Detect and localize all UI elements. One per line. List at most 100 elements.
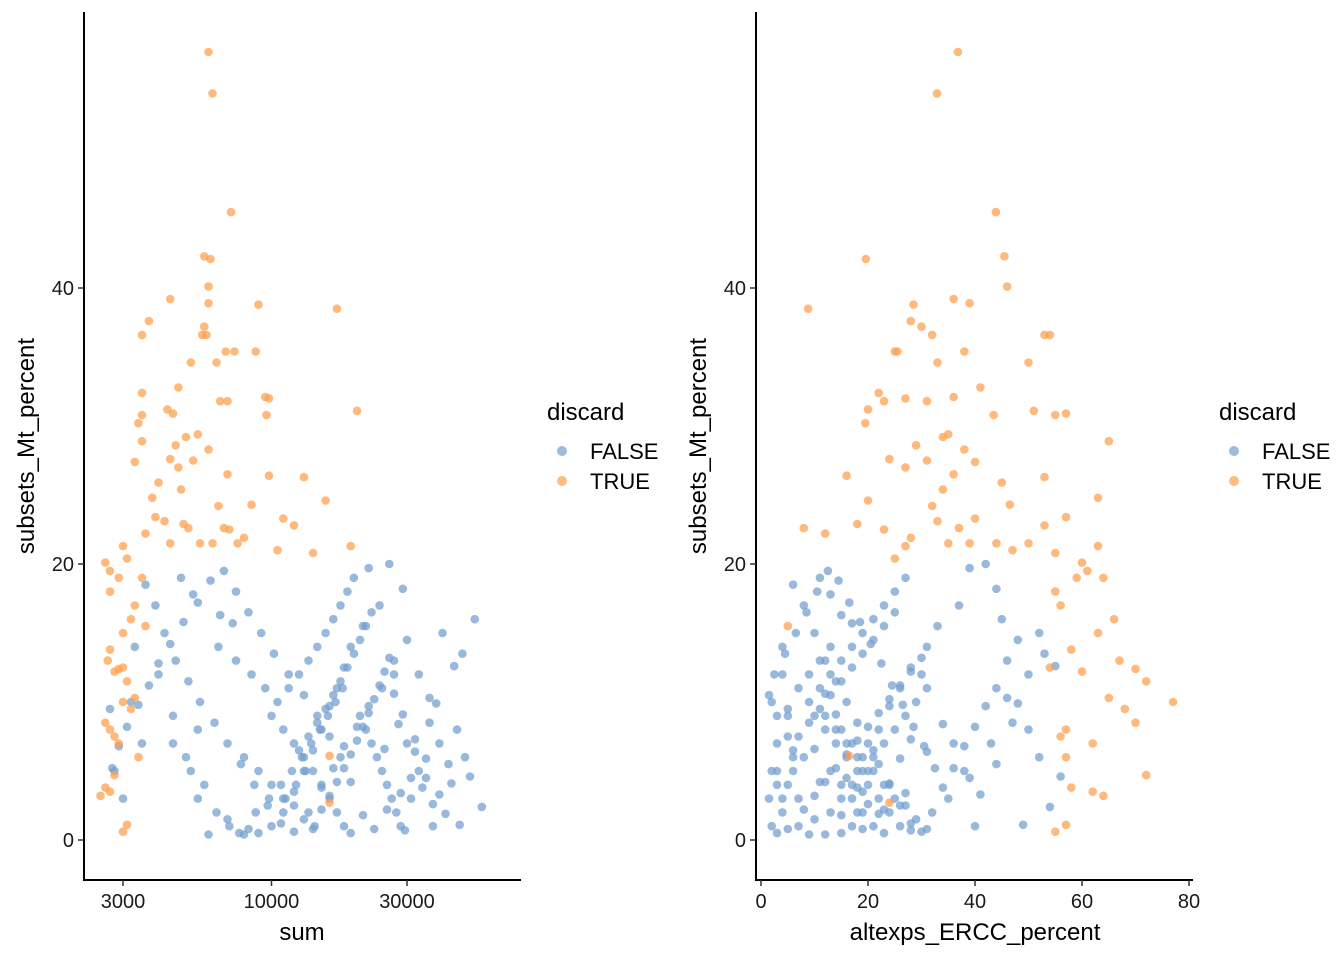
- left-point-false: [137, 739, 147, 748]
- left-point-false: [402, 739, 412, 748]
- left-point-false: [210, 718, 219, 727]
- right-point-false: [837, 677, 846, 686]
- left-point-false: [223, 739, 232, 748]
- left-point-true: [134, 418, 143, 428]
- left-point-true: [114, 739, 124, 748]
- right-point-true: [853, 519, 862, 529]
- left-legend-false-key: [557, 446, 567, 456]
- left-point-false: [289, 787, 299, 796]
- right-point-true: [863, 405, 873, 414]
- left-point-true: [137, 410, 147, 420]
- left-point-false: [181, 752, 191, 762]
- right-point-true: [933, 516, 942, 526]
- right-legend-false-key: [1229, 446, 1239, 456]
- right-point-false: [906, 826, 916, 835]
- left-point-true: [122, 820, 132, 830]
- right-point-true: [890, 554, 900, 563]
- right-point-false: [826, 808, 835, 817]
- left-point-false: [154, 670, 163, 679]
- left-point-true: [204, 47, 213, 57]
- left-point-false: [406, 773, 416, 783]
- left-point-false: [367, 739, 376, 748]
- right-point-true: [906, 533, 916, 543]
- right-point-false: [986, 739, 996, 748]
- right-point-false: [922, 683, 932, 693]
- right-point-true: [1067, 645, 1076, 654]
- left-point-false: [130, 642, 140, 652]
- left-point-false: [118, 794, 128, 803]
- right-point-true: [922, 396, 932, 406]
- right-point-false: [863, 799, 873, 809]
- left-point-false: [372, 752, 382, 762]
- left-point-true: [147, 493, 157, 503]
- right-point-true: [938, 485, 948, 494]
- right-point-false: [804, 697, 814, 707]
- left-point-false: [414, 766, 424, 776]
- right-point-false: [834, 576, 843, 585]
- left-point-true: [105, 645, 115, 654]
- left-point-false: [447, 779, 456, 788]
- left-legend: discard FALSE TRUE: [547, 399, 658, 494]
- left-point-false: [421, 773, 431, 783]
- right-point-true: [1104, 693, 1114, 703]
- left-point-false: [352, 736, 362, 745]
- left-point-true: [251, 347, 260, 356]
- right-point-false: [831, 710, 841, 719]
- right-point-false: [922, 824, 932, 834]
- left-point-false: [284, 670, 294, 679]
- left-point-false: [385, 559, 394, 569]
- left-point-false: [306, 739, 316, 748]
- right-point-false: [1056, 772, 1065, 781]
- right-point-false: [826, 670, 835, 679]
- right-point-true: [1141, 770, 1151, 780]
- left-point-true: [204, 282, 213, 291]
- left-point-true: [239, 533, 249, 543]
- right-point-true: [1051, 410, 1060, 420]
- left-point-false: [186, 766, 196, 776]
- right-legend-true-key: [1229, 476, 1239, 486]
- right-point-false: [874, 759, 883, 769]
- right-y-tick-label: 0: [735, 830, 746, 852]
- left-point-false: [267, 821, 276, 831]
- right-point-true: [922, 456, 932, 465]
- right-point-false: [911, 697, 921, 707]
- right-point-false: [909, 722, 918, 732]
- left-y-axis-label: subsets_Mt_percent: [13, 338, 40, 554]
- left-point-false: [108, 763, 117, 773]
- left-point-false: [346, 828, 356, 838]
- left-point-false: [441, 809, 450, 819]
- right-point-true: [1168, 697, 1178, 707]
- left-point-false: [276, 780, 286, 790]
- right-point-false: [826, 642, 835, 652]
- right-point-false: [810, 711, 819, 721]
- left-point-false: [244, 824, 253, 834]
- left-legend-title: discard: [547, 399, 624, 426]
- right-point-true: [949, 470, 958, 479]
- left-point-true: [188, 456, 198, 465]
- right-point-true: [944, 539, 953, 548]
- right-point-false: [874, 725, 883, 734]
- right-point-true: [917, 322, 926, 331]
- right-point-true: [863, 496, 873, 505]
- left-point-true: [126, 704, 136, 714]
- right-point-false: [772, 780, 782, 790]
- right-point-true: [944, 430, 953, 439]
- left-point-true: [122, 677, 132, 686]
- right-point-false: [858, 752, 867, 762]
- right-points: [764, 47, 1178, 839]
- left-point-false: [176, 573, 186, 583]
- left-point-false: [410, 747, 420, 756]
- right-point-true: [1040, 521, 1049, 530]
- left-point-false: [256, 628, 266, 638]
- left-point-false: [377, 766, 387, 776]
- right-point-true: [992, 539, 1001, 548]
- right-point-true: [1000, 251, 1009, 261]
- right-point-true: [1061, 409, 1071, 418]
- left-y-tick-label: 20: [52, 554, 74, 576]
- right-point-false: [874, 809, 883, 819]
- right-point-false: [799, 752, 809, 762]
- right-point-false: [879, 828, 889, 838]
- left-x-tick-label: 10000: [244, 891, 300, 913]
- left-point-false: [313, 718, 322, 727]
- right-point-false: [949, 763, 958, 773]
